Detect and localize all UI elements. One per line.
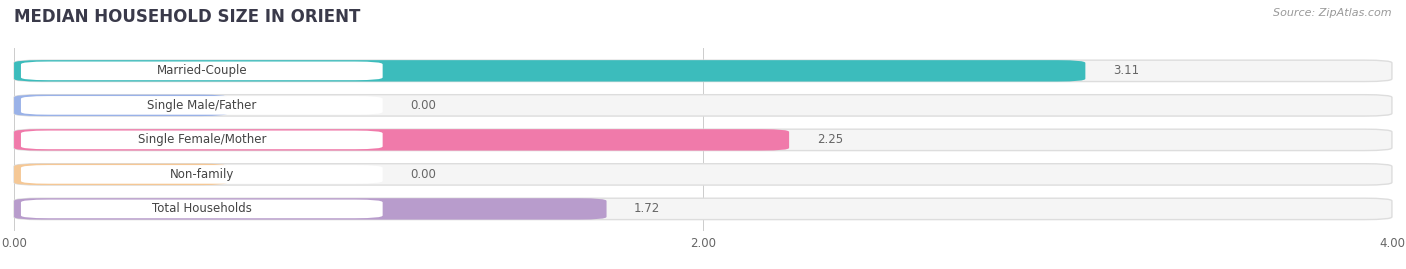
Text: 0.00: 0.00 — [411, 168, 436, 181]
FancyBboxPatch shape — [21, 96, 382, 115]
FancyBboxPatch shape — [21, 62, 382, 80]
Text: 1.72: 1.72 — [634, 202, 661, 215]
Text: Single Female/Mother: Single Female/Mother — [138, 133, 266, 146]
Text: Source: ZipAtlas.com: Source: ZipAtlas.com — [1274, 8, 1392, 18]
Text: MEDIAN HOUSEHOLD SIZE IN ORIENT: MEDIAN HOUSEHOLD SIZE IN ORIENT — [14, 8, 360, 26]
FancyBboxPatch shape — [21, 165, 382, 184]
FancyBboxPatch shape — [14, 60, 1392, 82]
FancyBboxPatch shape — [14, 129, 1392, 151]
FancyBboxPatch shape — [14, 164, 1392, 185]
Text: 3.11: 3.11 — [1114, 64, 1139, 77]
FancyBboxPatch shape — [14, 60, 1085, 82]
FancyBboxPatch shape — [14, 129, 789, 151]
Text: Married-Couple: Married-Couple — [156, 64, 247, 77]
FancyBboxPatch shape — [14, 95, 1392, 116]
FancyBboxPatch shape — [21, 200, 382, 218]
FancyBboxPatch shape — [14, 198, 1392, 220]
FancyBboxPatch shape — [21, 130, 382, 149]
Text: Total Households: Total Households — [152, 202, 252, 215]
Text: Non-family: Non-family — [170, 168, 233, 181]
FancyBboxPatch shape — [14, 198, 606, 220]
Text: 2.25: 2.25 — [817, 133, 842, 146]
FancyBboxPatch shape — [14, 164, 228, 185]
FancyBboxPatch shape — [14, 95, 228, 116]
Text: Single Male/Father: Single Male/Father — [148, 99, 256, 112]
Text: 0.00: 0.00 — [411, 99, 436, 112]
